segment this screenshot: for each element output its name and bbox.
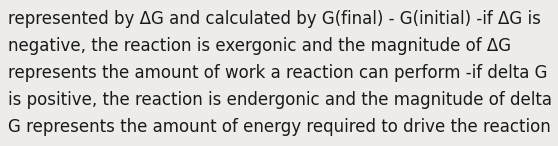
Text: represents the amount of work a reaction can perform -if delta G: represents the amount of work a reaction… bbox=[8, 64, 548, 82]
Text: represented by ΔG and calculated by G(final) - G(initial) -if ΔG is: represented by ΔG and calculated by G(fi… bbox=[8, 10, 541, 28]
Text: is positive, the reaction is endergonic and the magnitude of delta: is positive, the reaction is endergonic … bbox=[8, 91, 552, 109]
Text: G represents the amount of energy required to drive the reaction: G represents the amount of energy requir… bbox=[8, 118, 551, 136]
Text: negative, the reaction is exergonic and the magnitude of ΔG: negative, the reaction is exergonic and … bbox=[8, 37, 512, 55]
